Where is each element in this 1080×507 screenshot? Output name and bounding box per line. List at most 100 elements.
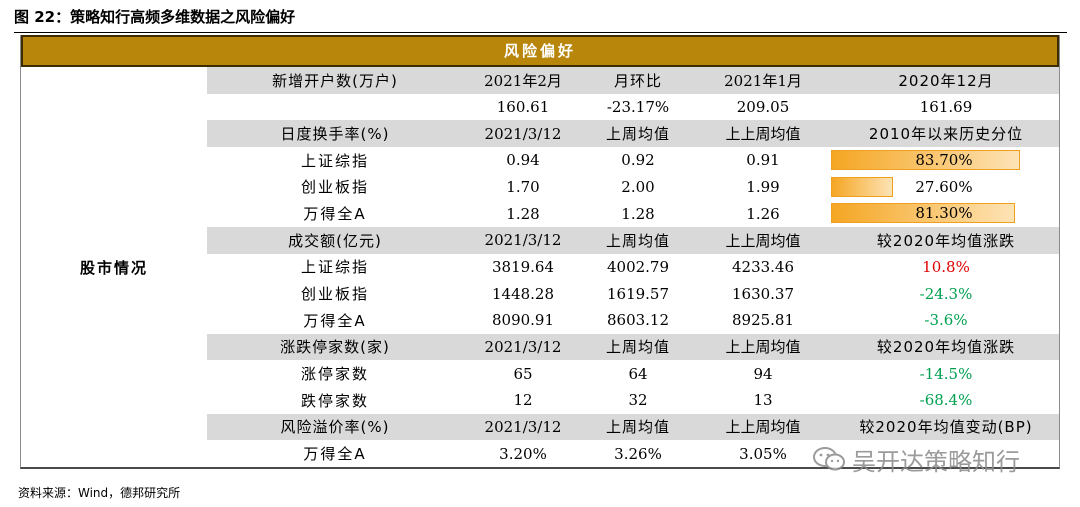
cell-c1: 3.20% xyxy=(499,444,547,463)
header-cell-c1: 2021/3/12 xyxy=(484,337,562,356)
percentile-bar: 81.30% xyxy=(831,203,1057,224)
table-row: 万得全A 1.28 1.28 1.26 81.30% xyxy=(207,200,1059,227)
wechat-icon xyxy=(813,447,845,471)
cell-c0: 上证综指 xyxy=(300,258,369,277)
cell-c4: 10.8% xyxy=(922,257,970,276)
cell-c2: 2.00 xyxy=(621,177,655,196)
cell-c1: 65 xyxy=(513,364,533,383)
table-header-row: 日度换手率(%) 2021/3/12 上周均值 上上周均值 2010年以来历史分位 xyxy=(207,120,1059,147)
cell-c2: 0.92 xyxy=(621,151,655,170)
cell-c1: 160.61 xyxy=(496,97,550,116)
table-row: 万得全A 3.20% 3.26% 3.05% xyxy=(207,440,1059,467)
cell-c3: 8925.81 xyxy=(731,311,795,330)
cell-c2: 1619.57 xyxy=(606,284,670,303)
table-row: 上证综指 0.94 0.92 0.91 83.70% xyxy=(207,147,1059,174)
percentile-bar-fill xyxy=(831,203,1015,224)
header-cell-c4: 2020年12月 xyxy=(898,71,994,90)
cell-c1: 0.94 xyxy=(506,151,540,170)
table-row: 万得全A 8090.91 8603.12 8925.81 -3.6% xyxy=(207,307,1059,334)
header-cell-c3: 上上周均值 xyxy=(725,125,801,144)
cell-c3: 4233.46 xyxy=(731,257,795,276)
table-banner: 风险偏好 xyxy=(21,35,1059,67)
header-cell-c1: 2021/3/12 xyxy=(484,417,562,436)
table-row: 跌停家数 12 32 13 -68.4% xyxy=(207,387,1059,414)
table-header-row: 新增开户数(万户) 2021年2月 月环比 2021年1月 2020年12月 xyxy=(207,67,1059,94)
header-cell-c2: 月环比 xyxy=(613,71,662,90)
cell-c3: 13 xyxy=(753,391,773,410)
table-header-row: 涨跌停家数(家) 2021/3/12 上周均值 上上周均值 较2020年均值涨跌 xyxy=(207,333,1059,361)
cell-c3: 3.05% xyxy=(739,444,787,463)
header-cell-c2: 上周均值 xyxy=(605,125,670,144)
cell-c3: 94 xyxy=(753,364,773,383)
cell-c1: 1.28 xyxy=(506,204,540,223)
percentile-value: 83.70% xyxy=(915,150,973,169)
header-cell-c3: 2021年1月 xyxy=(724,71,802,90)
section-label: 股市情况 xyxy=(79,258,148,277)
cell-c0: 万得全A xyxy=(303,445,367,464)
figure-title: 图 22：策略知行高频多维数据之风险偏好 xyxy=(14,8,296,26)
cell-c1: 1448.28 xyxy=(491,284,555,303)
table-row: 160.61 -23.17% 209.05 161.69 xyxy=(207,94,1059,121)
header-cell-c3: 上上周均值 xyxy=(725,418,801,437)
percentile-bar-fill xyxy=(831,149,1021,170)
cell-c1: 12 xyxy=(513,391,533,410)
percentile-bar-fill xyxy=(831,176,894,197)
cell-c1: 3819.64 xyxy=(491,257,555,276)
cell-c4: -24.3% xyxy=(919,284,973,303)
table-row: 创业板指 1.70 2.00 1.99 27.60% xyxy=(207,174,1059,201)
cell-c2: 8603.12 xyxy=(606,311,670,330)
cell-c1: 8090.91 xyxy=(491,311,555,330)
watermark-text: 吴开达策略知行 xyxy=(852,447,1020,476)
risk-appetite-table: 风险偏好 股市情况 新增开户数(万户) 2021年2月 月环比 2021年1月 2020… xyxy=(20,35,1060,469)
cell-c0: 万得全A xyxy=(303,205,367,224)
cell-c2: -23.17% xyxy=(606,97,670,116)
cell-c2: 1.28 xyxy=(621,204,655,223)
percentile-value: 81.30% xyxy=(915,204,973,223)
cell-c3: 209.05 xyxy=(736,97,790,116)
header-cell-c0: 涨跌停家数(家) xyxy=(280,338,390,357)
header-cell-c2: 上周均值 xyxy=(605,418,670,437)
cell-c0: 涨停家数 xyxy=(300,365,369,384)
percentile-bar: 83.70% xyxy=(831,149,1057,170)
cell-c3: 1630.37 xyxy=(731,284,795,303)
header-cell-c4: 较2020年均值涨跌 xyxy=(876,338,1016,357)
table-row: 涨停家数 65 64 94 -14.5% xyxy=(207,360,1059,387)
cell-c0: 创业板指 xyxy=(300,285,369,304)
cell-c2: 32 xyxy=(628,391,648,410)
table-row: 上证综指 3819.64 4002.79 4233.46 10.8% xyxy=(207,254,1059,281)
cell-c0 xyxy=(207,94,463,121)
header-cell-c1: 2021/3/12 xyxy=(484,124,562,143)
header-cell-c2: 上周均值 xyxy=(605,231,670,250)
cell-c0: 创业板指 xyxy=(300,178,369,197)
header-cell-c0: 新增开户数(万户) xyxy=(272,71,398,90)
cell-c3: 1.99 xyxy=(746,177,780,196)
cell-c4: -68.4% xyxy=(919,391,973,410)
cell-c4: 161.69 xyxy=(919,97,973,116)
header-cell-c3: 上上周均值 xyxy=(725,338,801,357)
header-cell-c0: 风险溢价率(%) xyxy=(280,418,390,437)
table-body: 新增开户数(万户) 2021年2月 月环比 2021年1月 2020年12月 160.61… xyxy=(207,67,1059,467)
cell-c2: 4002.79 xyxy=(606,257,670,276)
header-cell-c4: 较2020年均值变动(BP) xyxy=(859,418,1033,437)
table-header-row: 风险溢价率(%) 2021/3/12 上周均值 上上周均值 较2020年均值变动(BP) xyxy=(207,413,1059,441)
percentile-value: 27.60% xyxy=(915,177,973,196)
header-cell-c4: 较2020年均值涨跌 xyxy=(876,231,1016,250)
table-header-row: 成交额(亿元) 2021/3/12 上周均值 上上周均值 较2020年均值涨跌 xyxy=(207,226,1059,254)
source-note: 资料来源：Wind，德邦研究所 xyxy=(18,486,181,500)
cell-c3: 0.91 xyxy=(746,151,780,170)
cell-c1: 1.70 xyxy=(506,177,540,196)
cell-c3: 1.26 xyxy=(746,204,780,223)
header-cell-c3: 上上周均值 xyxy=(725,231,801,250)
header-cell-c4: 2010年以来历史分位 xyxy=(868,125,1024,144)
cell-c2: 64 xyxy=(628,364,648,383)
header-cell-c0: 日度换手率(%) xyxy=(280,125,390,144)
header-cell-c0: 成交额(亿元) xyxy=(288,231,382,250)
cell-c0: 跌停家数 xyxy=(300,391,369,410)
header-cell-c2: 上周均值 xyxy=(605,338,670,357)
cell-c0: 万得全A xyxy=(303,311,367,330)
header-cell-c1: 2021/3/12 xyxy=(484,231,562,250)
header-cell-c1: 2021年2月 xyxy=(484,71,562,90)
watermark: 吴开达策略知行 xyxy=(812,446,1020,476)
cell-c4: -3.6% xyxy=(924,311,968,330)
table-row: 创业板指 1448.28 1619.57 1630.37 -24.3% xyxy=(207,280,1059,307)
